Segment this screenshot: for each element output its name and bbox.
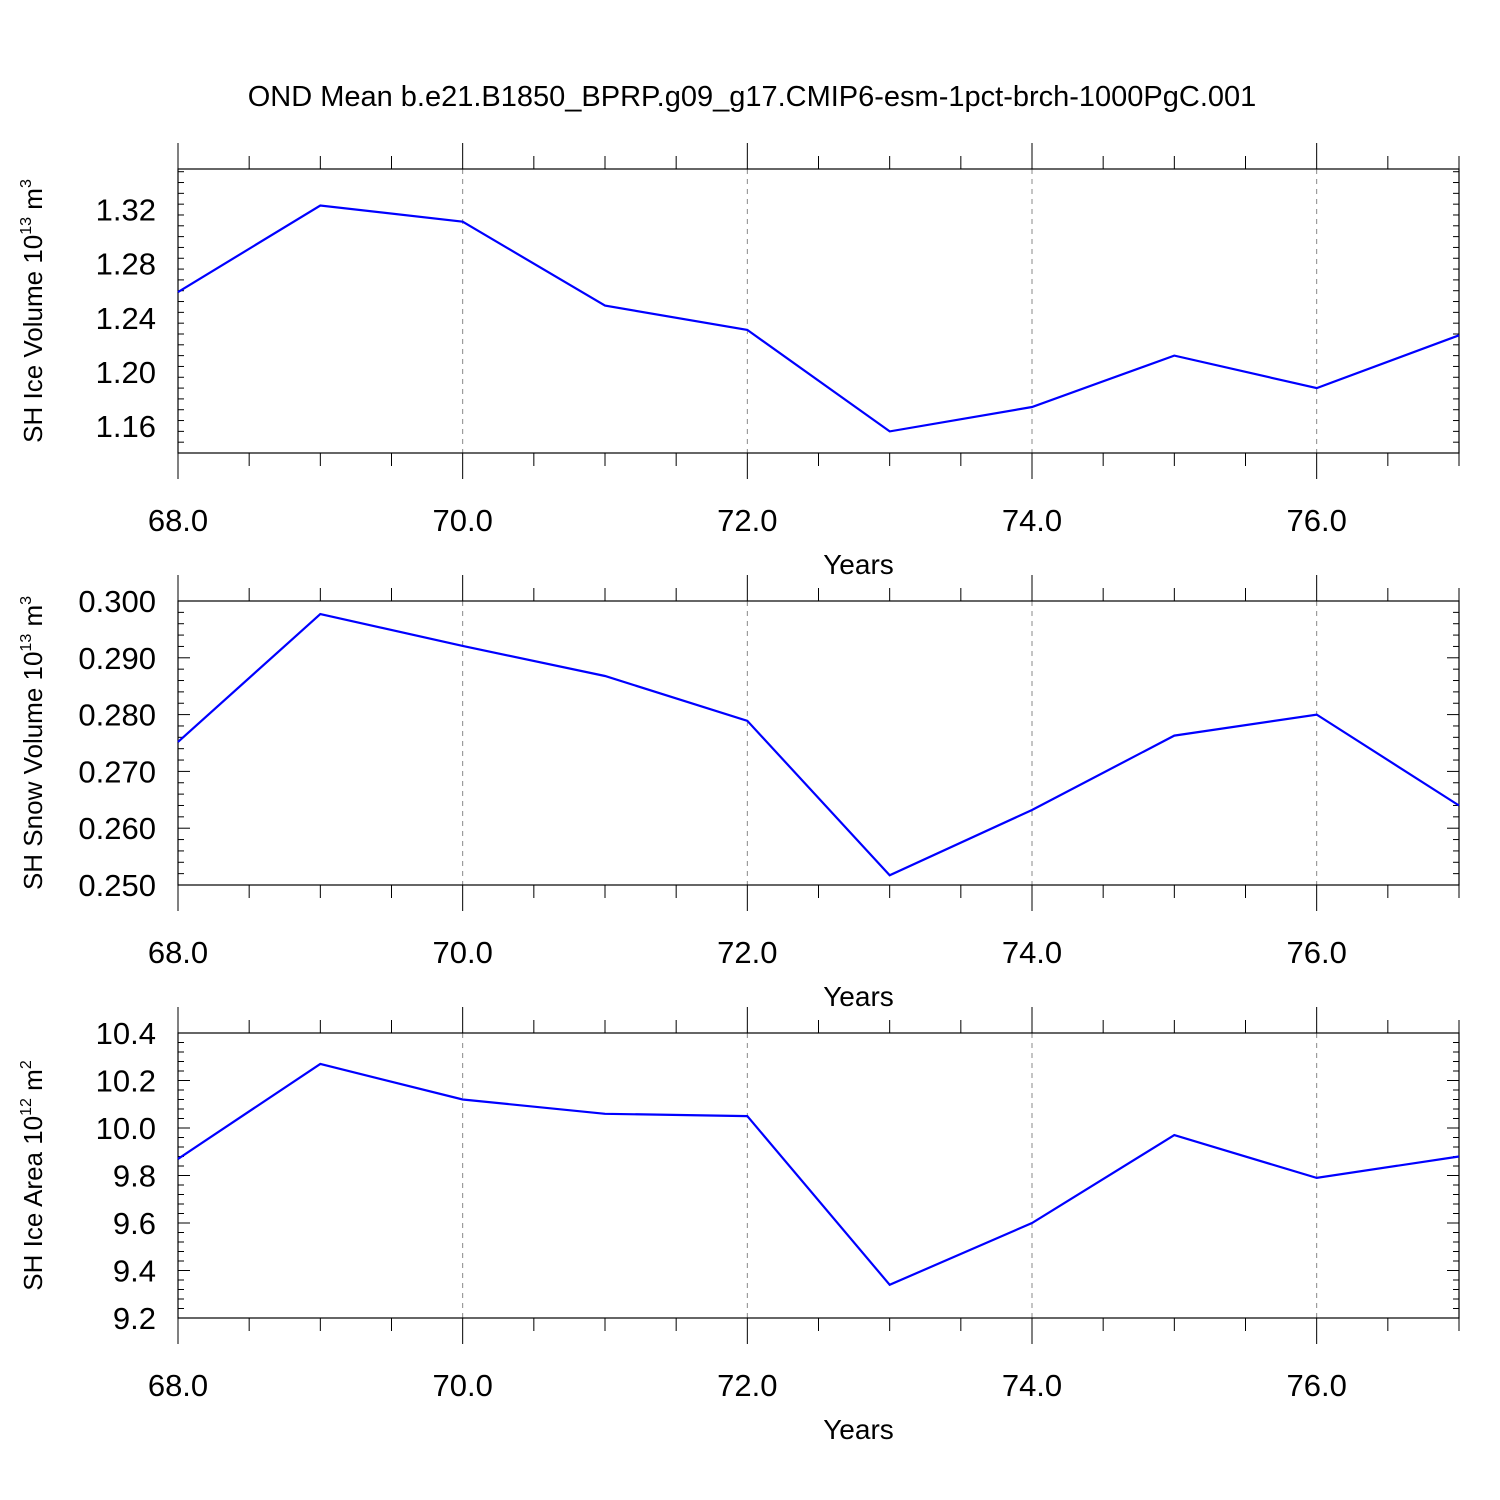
y-tick-label: 1.32 [96, 193, 156, 228]
x-tick-label: 74.0 [1002, 1368, 1062, 1403]
y-axis-label-part: m [18, 188, 48, 217]
y-tick-label: 9.2 [113, 1301, 156, 1336]
x-tick-label: 70.0 [432, 935, 492, 970]
x-tick-label: 70.0 [432, 503, 492, 538]
y-axis-label-exponent: 13 [18, 634, 35, 652]
y-axis-label-part: SH Snow Volume [18, 680, 48, 890]
y-axis-label-part: 10 [18, 235, 48, 264]
x-tick-label: 72.0 [717, 935, 777, 970]
y-tick-label: 0.250 [78, 868, 156, 903]
y-axis-label-part: m [18, 605, 48, 634]
y-axis-label-part: SH Ice Volume [18, 264, 48, 443]
figure-title: OND Mean b.e21.B1850_BPRP.g09_g17.CMIP6-… [248, 81, 1257, 113]
y-axis-label: SH Ice Area 1012 m2 [18, 1060, 48, 1291]
panel-2: 68.0 70.0 72.0 74.0 76.0 0.250 0.260 0.270 0.280… [18, 575, 1460, 1012]
y-axis-label-exponent: 3 [18, 179, 35, 188]
panel-1: 68.0 70.0 72.0 74.0 76.0 1.16 1.20 1.24 1.28 1.32… [18, 143, 1460, 580]
y-tick-label: 1.24 [96, 301, 156, 336]
y-axis-label-exponent: 13 [18, 217, 35, 235]
x-tick-label: 68.0 [148, 503, 208, 538]
y-tick-label: 1.28 [96, 247, 156, 282]
y-axis-label-part: 10 [18, 652, 48, 681]
y-axis-label-exponent: 2 [18, 1060, 35, 1069]
x-tick-label: 76.0 [1286, 935, 1346, 970]
y-tick-label: 9.8 [113, 1159, 156, 1194]
x-axis-label: Years [823, 1414, 894, 1445]
x-tick-label: 70.0 [432, 1368, 492, 1403]
y-tick-label: 10.4 [96, 1016, 156, 1051]
x-tick-label: 74.0 [1002, 935, 1062, 970]
x-axis-label: Years [823, 981, 894, 1012]
x-tick-label: 72.0 [717, 503, 777, 538]
y-tick-label: 1.20 [96, 355, 156, 390]
y-tick-label: 1.16 [96, 409, 156, 444]
y-tick-label: 0.270 [78, 754, 156, 789]
x-tick-label: 68.0 [148, 935, 208, 970]
y-tick-label: 0.300 [78, 584, 156, 619]
x-tick-label: 74.0 [1002, 503, 1062, 538]
series-line [177, 204, 1460, 433]
y-axis-label-part: SH Ice Area [18, 1145, 48, 1291]
series-line [177, 612, 1460, 877]
y-axis-label: SH Snow Volume 1013 m3 [18, 596, 48, 890]
y-tick-label: 0.290 [78, 641, 156, 676]
panels: 68.0 70.0 72.0 74.0 76.0 1.16 1.20 1.24 1.28 1.32… [18, 143, 1460, 1445]
y-tick-label: 0.260 [78, 811, 156, 846]
y-tick-label: 9.6 [113, 1206, 156, 1241]
plot-frame [177, 600, 1460, 886]
y-axis-label: SH Ice Volume 1013 m3 [18, 179, 48, 443]
y-tick-label: 0.280 [78, 698, 156, 733]
x-tick-label: 72.0 [717, 1368, 777, 1403]
y-axis-label-part: 10 [18, 1116, 48, 1145]
y-tick-label: 10.0 [96, 1111, 156, 1146]
y-axis-label-part: m [18, 1069, 48, 1098]
x-tick-label: 76.0 [1286, 1368, 1346, 1403]
x-tick-label: 76.0 [1286, 503, 1346, 538]
y-axis-label-exponent: 3 [18, 596, 35, 605]
panel-3: 68.0 70.0 72.0 74.0 76.0 9.2 9.4 9.6 9.8 10.0 10.2… [18, 1007, 1460, 1445]
y-tick-label: 10.2 [96, 1064, 156, 1099]
series-line [177, 1062, 1460, 1287]
x-tick-label: 68.0 [148, 1368, 208, 1403]
x-axis-label: Years [823, 549, 894, 580]
y-axis-label-exponent: 12 [18, 1098, 35, 1116]
y-tick-label: 9.4 [113, 1254, 156, 1289]
